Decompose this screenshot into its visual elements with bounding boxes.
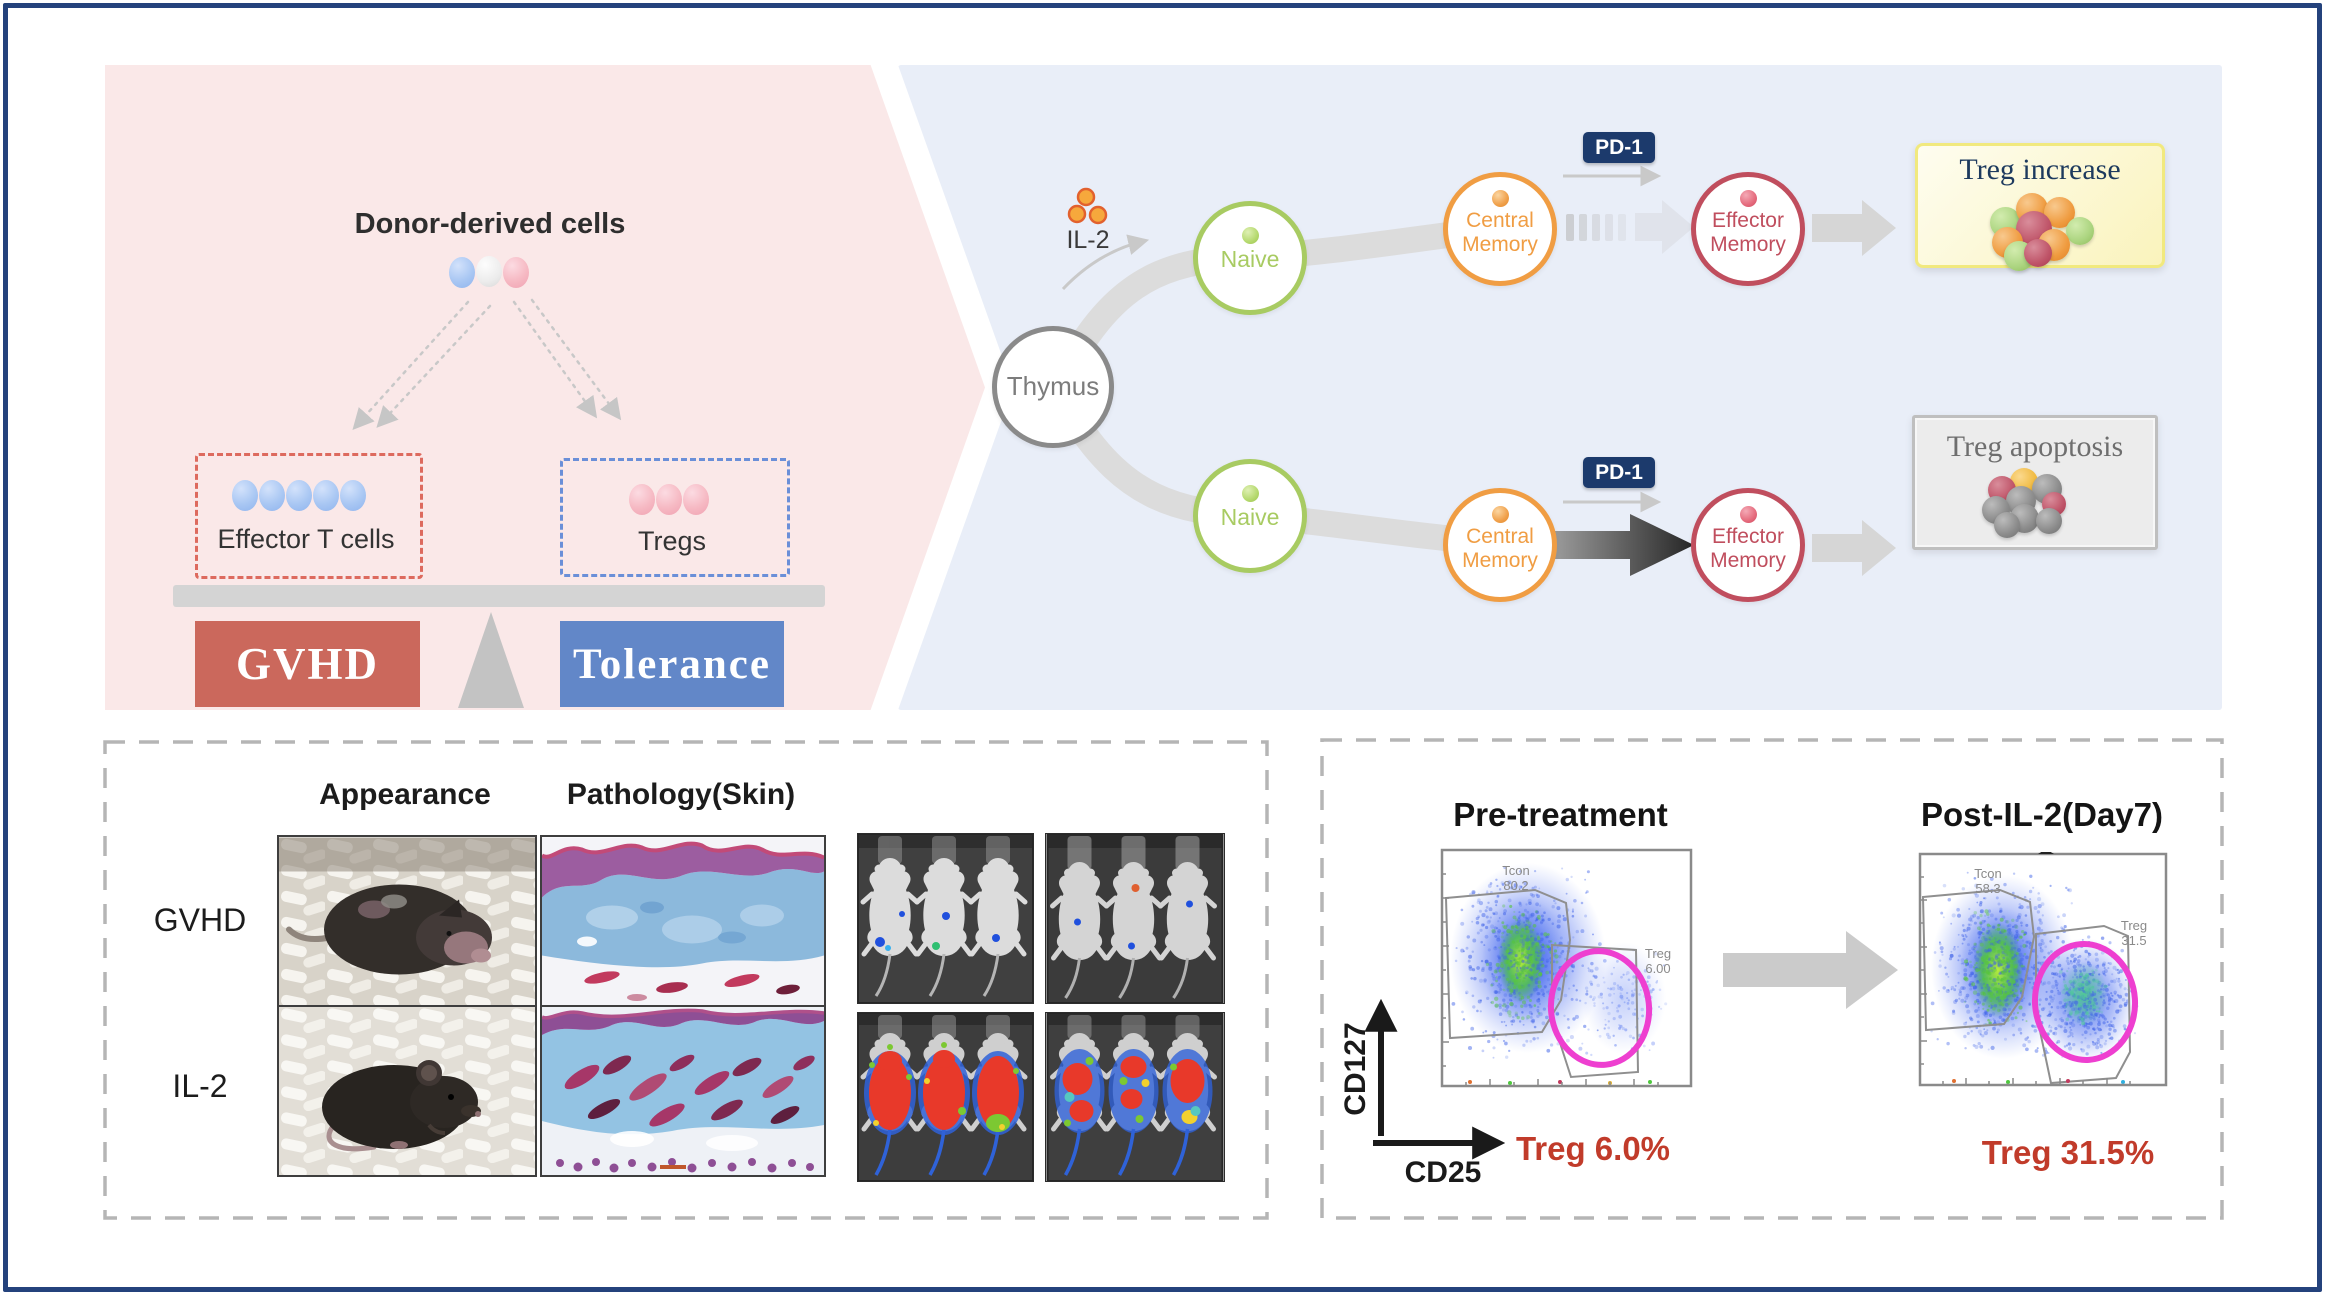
treg-cell [629,484,655,515]
gvhd-label: GVHD [236,639,379,689]
treg-increase-box: Treg increase [1915,143,2165,271]
il2-heat-signal [1054,1049,1213,1133]
effector-cell [286,480,312,511]
tregs-box [560,458,790,577]
effector-tcells-label: Effector T cells [217,524,395,554]
effector-cell [232,480,258,511]
post-tcon-gate-label: Tcon [1974,866,2001,881]
pd1-badge-bottom: PD-1 [1583,457,1655,488]
tolerance-label: Tolerance [573,640,771,688]
effector-memory-cell-icon [1739,506,1757,523]
effector-memory-cell-icon [1739,190,1757,207]
effector-memory-label: Effector Memory [1710,525,1786,572]
pre-treg-gate-label: Treg [1645,946,1671,961]
effector-tcells-box [195,453,423,579]
gvhd-bioluminescence-1 [857,833,1034,1004]
tregs-label: Tregs [637,526,706,556]
cd25-axis-label: CD25 [1404,1156,1482,1189]
treg-apoptosis-box: Treg apoptosis [1912,415,2158,550]
balance-beam [173,585,825,607]
pathology-header: Pathology(Skin) [566,778,796,811]
il2-heat-signal [864,1042,1024,1135]
central-memory-node-top: Central Memory [1443,172,1557,286]
effector-cell [340,480,366,511]
il2-bioluminescence-1 [857,1012,1034,1182]
treg-cell [683,484,709,515]
central-memory-label: Central Memory [1462,525,1538,572]
treg-increase-label: Treg increase [1959,153,2121,186]
pre-treatment-flow-plot: Tcon 80.2 Treg 6.00 [1440,848,1693,1088]
appearance-header: Appearance [319,778,491,811]
il2-bioluminescence-2 [1045,1012,1225,1182]
gvhd-row-label: GVHD [153,902,247,938]
central-memory-cell-icon [1491,506,1509,523]
il2-label: IL-2 [1066,226,1110,254]
naive-cell-icon [1241,485,1259,502]
donor-cell-blue [449,257,475,288]
central-memory-cell-icon [1491,190,1509,207]
treg-apoptosis-cells-icon [1980,468,2090,540]
central-memory-label: Central Memory [1462,209,1538,256]
donor-cell-white [476,256,502,287]
effector-memory-node-top: Effector Memory [1691,172,1805,286]
gvhd-box: GVHD [195,621,420,707]
gvhd-bioluminescence-2 [1045,833,1225,1004]
effector-memory-node-bottom: Effector Memory [1691,488,1805,602]
effector-memory-label: Effector Memory [1710,209,1786,256]
balance-fulcrum [458,612,524,708]
cd127-axis-label: CD127 [1339,1022,1372,1116]
naive-cell-icon [1241,227,1259,244]
central-memory-node-bottom: Central Memory [1443,488,1557,602]
post-treg-percentage: Treg 31.5% [1981,1134,2155,1171]
tolerance-box: Tolerance [560,621,784,707]
balance-panel-background [105,65,985,710]
pre-treg-gate-value: 6.00 [1645,961,1670,976]
thymus-label: Thymus [1006,371,1100,402]
treg-apoptosis-label: Treg apoptosis [1946,430,2124,463]
pre-scatter-dots [1451,865,1668,1059]
naive-node-bottom: Naive [1193,459,1307,573]
naive-label: Naive [1220,246,1280,272]
post-il2-title: Post-IL-2(Day7) [1920,796,2164,833]
effector-cell [259,480,285,511]
treg-increase-cells-icon [1980,191,2100,271]
donor-cell-pink [503,257,529,288]
il2-skin-pathology [540,1005,826,1177]
gvhd-mouse-photo [277,835,537,1009]
effector-cell [313,480,339,511]
donor-cells-title: Donor-derived cells [354,208,626,240]
gvhd-skin-pathology [540,835,826,1009]
naive-label: Naive [1220,504,1280,530]
il2-row-label: IL-2 [172,1068,228,1104]
thymus-node: Thymus [992,326,1114,448]
post-tcon-gate-value: 58.3 [1975,881,2000,896]
pre-treatment-title: Pre-treatment [1453,796,1668,833]
pre-treg-percentage: Treg 6.0% [1515,1130,1671,1167]
il2-mouse-photo [277,1005,537,1177]
gvhd-signal-spots [875,911,1000,951]
outer-frame [3,3,2322,1292]
pd1-badge-top: PD-1 [1583,132,1655,163]
naive-node-top: Naive [1193,201,1307,315]
post-scatter-dots [1930,871,2139,1058]
pre-tcon-gate-value: 80.2 [1503,878,1528,893]
treg-cell [656,484,682,515]
post-treg-gate-label: Treg [2121,918,2147,933]
pre-tcon-gate-label: Tcon [1502,863,1529,878]
gvhd-signal-spots [1074,884,1193,950]
post-treg-gate-value: 31.5 [2121,933,2146,948]
post-il2-flow-plot: Tcon 58.3 Treg 31.5 [1918,849,2168,1087]
